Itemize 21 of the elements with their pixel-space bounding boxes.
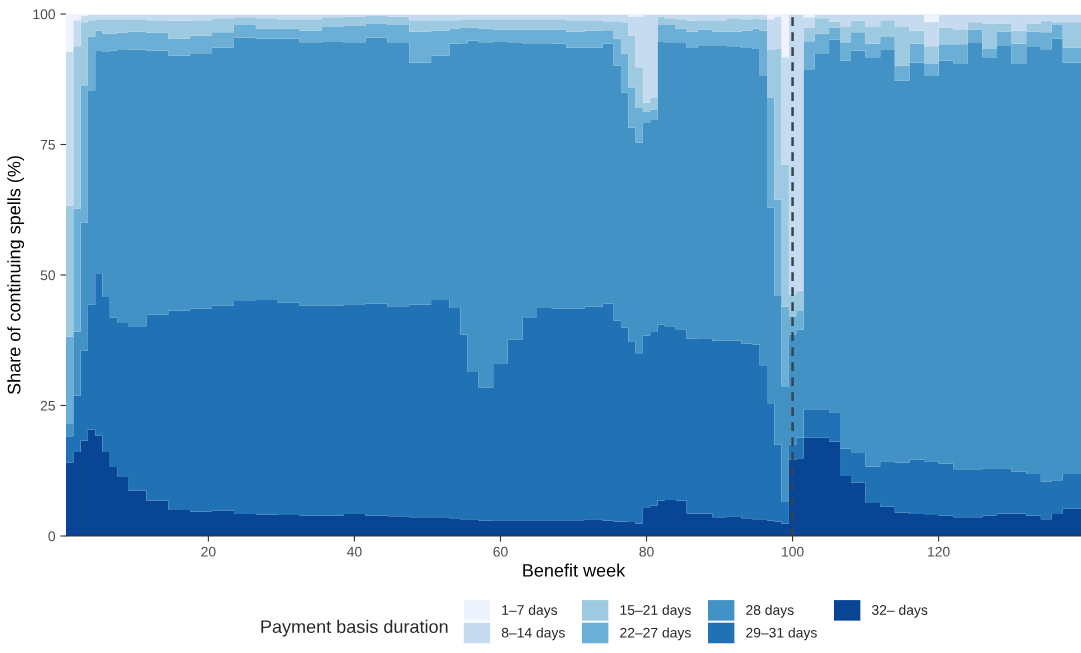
y-axis-title: Share of continuing spells (%) [7, 156, 25, 395]
legend-label: 15–21 days [620, 604, 691, 618]
legend-label: 22–27 days [620, 627, 691, 641]
y-tick-label: 100 [33, 9, 56, 20]
x-tick-label: 40 [347, 546, 362, 557]
legend-label: 28 days [746, 604, 794, 618]
legend-label: 8–14 days [501, 627, 565, 641]
x-axis-title: Benefit week [523, 563, 626, 577]
x-tick-label: 20 [201, 546, 216, 557]
x-tick-label: 60 [493, 546, 508, 557]
legend-label: 32– days [871, 604, 928, 618]
x-tick-label: 80 [639, 546, 654, 557]
legend-label: 29–31 days [746, 627, 817, 641]
y-tick-label: 50 [40, 270, 56, 281]
legend-label: 1–7 days [502, 604, 558, 618]
x-tick-label: 120 [928, 546, 950, 557]
y-tick-label: 25 [40, 400, 55, 411]
y-tick-label: 75 [40, 139, 55, 150]
x-tick-label: 100 [782, 546, 804, 557]
y-tick-label: 0 [48, 531, 56, 542]
legend-title: Payment basis duration [261, 619, 448, 637]
